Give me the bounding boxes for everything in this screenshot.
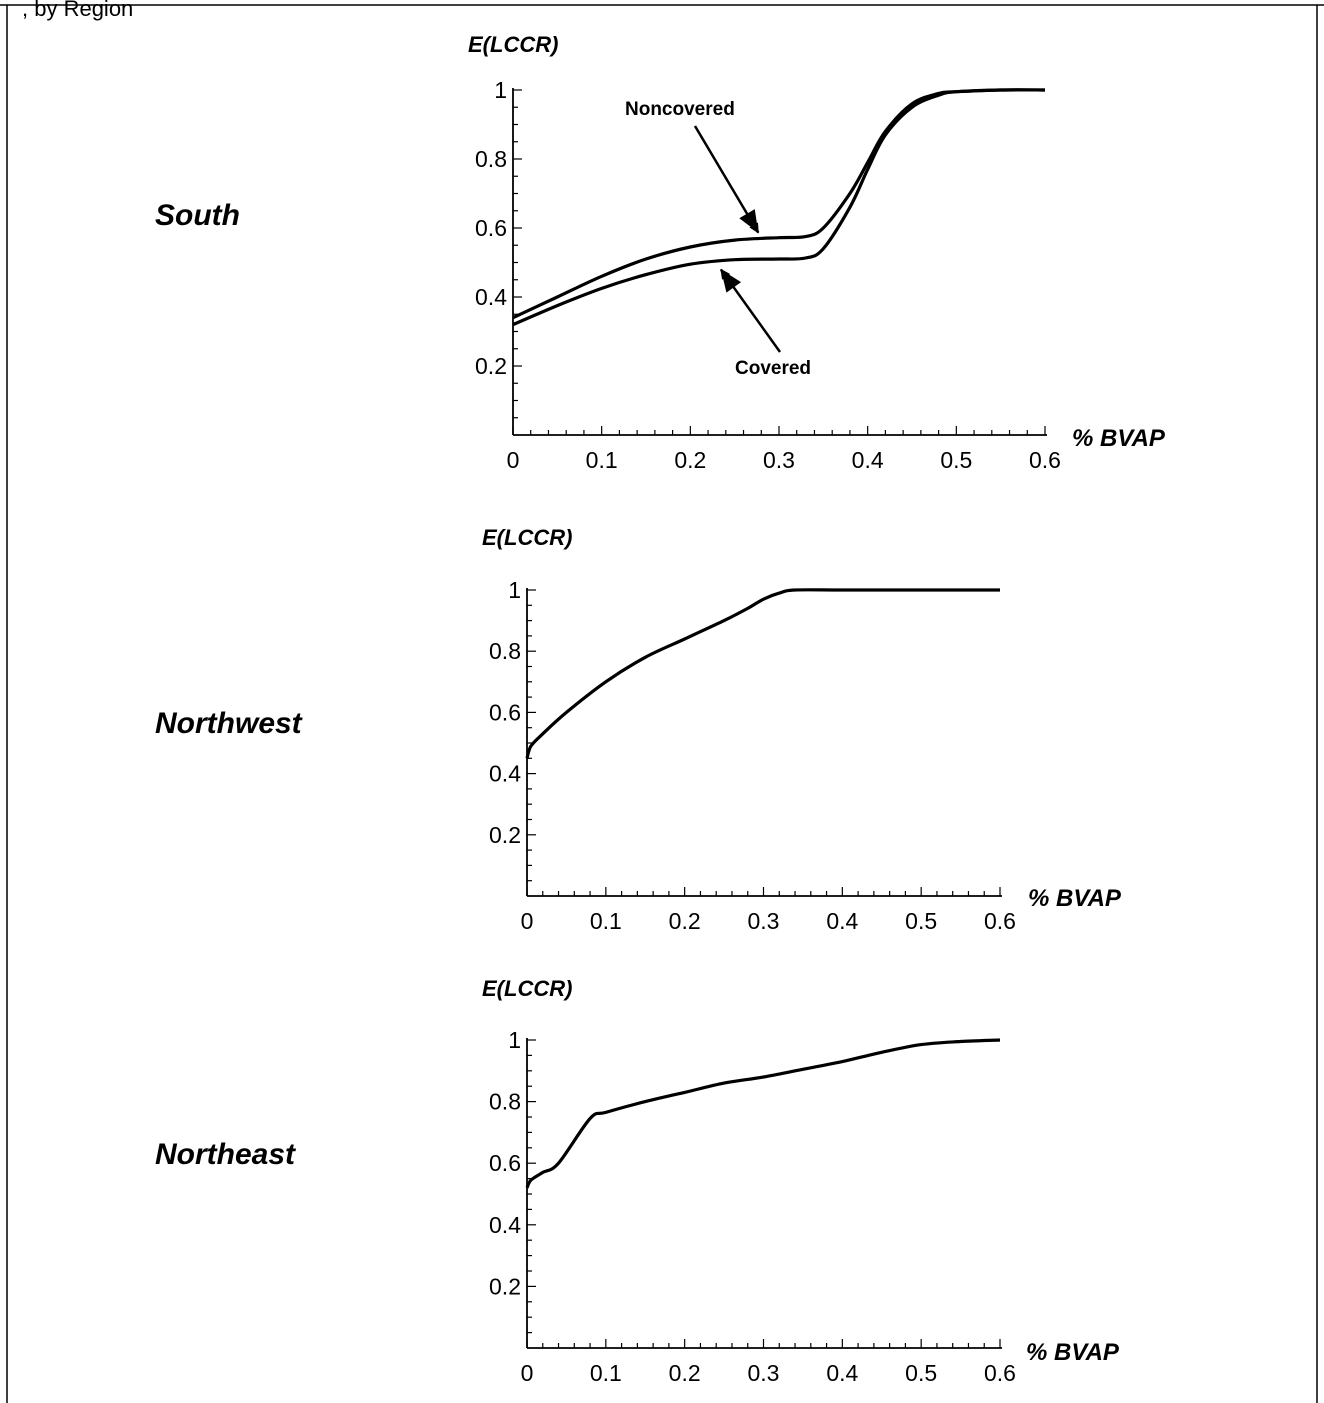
x-tick-label: 0.5 — [905, 908, 937, 934]
x-axis-label: % BVAP — [1026, 1339, 1120, 1366]
annotation-label-noncovered: Noncovered — [625, 99, 735, 120]
x-tick-label: 0 — [521, 1360, 534, 1386]
x-tick-label: 0.4 — [826, 1360, 858, 1386]
x-tick-label: 0.5 — [905, 1360, 937, 1386]
y-tick-label: 0.4 — [475, 284, 507, 310]
x-tick-label: 0 — [507, 447, 520, 473]
y-tick-label: 0.6 — [489, 1150, 521, 1176]
x-tick-label: 0.6 — [1029, 447, 1061, 473]
series-line — [525, 588, 1000, 759]
x-tick-label: 0.3 — [763, 447, 795, 473]
region-label: South — [155, 199, 240, 232]
chart-panel-south: South E(LCCR) % BVAP 0 0.1 0.2 0.3 0.4 0.5 0.6 0.2… — [155, 32, 1166, 473]
y-tick-label: 0.4 — [489, 1212, 521, 1238]
y-tick-label: 1 — [508, 1027, 521, 1053]
y-axis-label: E(LCCR) — [468, 32, 558, 57]
y-tick-label: 0.2 — [489, 822, 521, 848]
series-line-noncovered — [512, 88, 1046, 320]
y-tick-label: 0.2 — [489, 1273, 521, 1299]
caption-fragment: , by Region — [22, 0, 133, 21]
y-tick-label: 0.8 — [489, 1089, 521, 1115]
y-tick-label: 0.8 — [475, 146, 507, 172]
x-tick-label: 0.2 — [674, 447, 706, 473]
chart-panels: South E(LCCR) % BVAP 0 0.1 0.2 0.3 0.4 0.5 0.6 0.2… — [155, 32, 1166, 1386]
x-tick-label: 0.1 — [590, 908, 622, 934]
x-axis-label: % BVAP — [1072, 425, 1166, 452]
x-tick-label: 0.6 — [984, 908, 1016, 934]
x-tick-label: 0.4 — [826, 908, 858, 934]
series-line — [525, 1038, 1001, 1189]
x-tick-label: 0 — [521, 908, 534, 934]
region-label: Northeast — [155, 1138, 297, 1171]
y-tick-label: 0.8 — [489, 638, 521, 664]
y-tick-label: 1 — [494, 77, 507, 103]
chart-panel-northeast: Northeast E(LCCR) % BVAP 0 0.1 0.2 0.3 0.4 0.5 0.… — [155, 976, 1120, 1386]
x-tick-label: 0.3 — [748, 1360, 780, 1386]
region-label: Northwest — [155, 707, 304, 740]
y-tick-label: 0.6 — [489, 699, 521, 725]
annotation-arrowhead-noncovered — [739, 209, 759, 233]
y-axis-label: E(LCCR) — [482, 525, 572, 550]
x-axis-label: % BVAP — [1028, 885, 1122, 912]
y-tick-label: 1 — [508, 577, 521, 603]
annotation-arrowhead-covered — [720, 269, 742, 293]
x-tick-label: 0.2 — [669, 908, 701, 934]
x-tick-label: 0.5 — [940, 447, 972, 473]
annotation-label-covered: Covered — [735, 358, 811, 379]
x-tick-label: 0.1 — [586, 447, 618, 473]
y-tick-label: 0.6 — [475, 215, 507, 241]
x-tick-label: 0.6 — [984, 1360, 1016, 1386]
chart-panel-northwest: Northwest E(LCCR) % BVAP 0 0.1 0.2 0.3 0.4 0.5 0.… — [155, 525, 1122, 934]
x-tick-label: 0.3 — [748, 908, 780, 934]
series-line-covered — [512, 88, 1046, 327]
x-tick-label: 0.2 — [669, 1360, 701, 1386]
y-tick-label: 0.4 — [489, 761, 521, 787]
y-tick-label: 0.2 — [475, 353, 507, 379]
x-tick-label: 0.4 — [852, 447, 884, 473]
x-tick-label: 0.1 — [590, 1360, 622, 1386]
y-axis-label: E(LCCR) — [482, 976, 572, 1001]
